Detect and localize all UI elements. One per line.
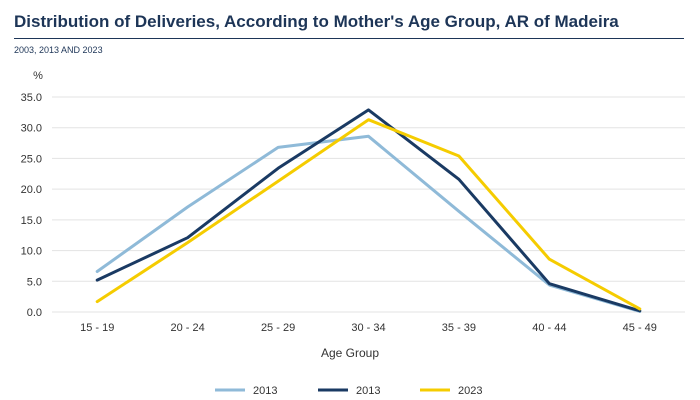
y-axis-ticks: 0.0 5.0 10.0 15.0 20.0 25.0 30.0 35.0 (21, 92, 42, 319)
x-tick-label: 40 - 44 (532, 322, 566, 334)
x-tick-label: 20 - 24 (171, 322, 205, 334)
y-tick-label: 15.0 (21, 215, 42, 227)
x-tick-label: 15 - 19 (80, 322, 114, 334)
y-tick-label: 20.0 (21, 184, 42, 196)
y-tick-label: 25.0 (21, 153, 42, 165)
x-tick-label: 25 - 29 (261, 322, 295, 334)
grid-lines (52, 96, 685, 313)
x-tick-label: 45 - 49 (623, 322, 657, 334)
y-tick-label: 35.0 (21, 92, 42, 104)
y-tick-label: 5.0 (27, 276, 42, 288)
legend-label: 2023 (458, 385, 482, 397)
series-line-2 (95, 118, 642, 311)
title-rule (14, 38, 684, 39)
y-axis-label: % (33, 70, 43, 82)
x-tick-label: 30 - 34 (351, 322, 385, 334)
x-axis-label: Age Group (321, 346, 379, 360)
chart-subtitle: 2003, 2013 AND 2023 (14, 45, 103, 55)
legend: 2013 2013 2023 (215, 385, 482, 397)
series-line-1 (95, 108, 642, 313)
x-tick-label: 35 - 39 (442, 322, 476, 334)
x-axis-ticks: 15 - 19 20 - 24 25 - 29 30 - 34 35 - 39 40 - … (80, 322, 657, 334)
series-lines (95, 108, 642, 313)
y-tick-label: 10.0 (21, 246, 42, 258)
y-tick-label: 30.0 (21, 123, 42, 135)
y-tick-label: 0.0 (27, 307, 42, 319)
legend-label: 2013 (253, 385, 277, 397)
chart-title: Distribution of Deliveries, According to… (14, 12, 619, 31)
legend-label: 2013 (356, 385, 380, 397)
